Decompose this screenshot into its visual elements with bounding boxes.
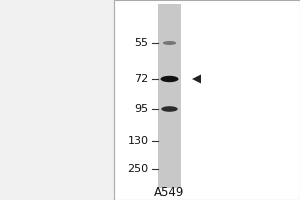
Text: A549: A549: [154, 186, 185, 199]
Text: 95: 95: [134, 104, 148, 114]
Text: 55: 55: [134, 38, 148, 48]
Ellipse shape: [163, 41, 176, 45]
Text: 250: 250: [128, 164, 148, 174]
Bar: [158, 4, 181, 188]
Text: 72: 72: [134, 74, 148, 84]
Text: 130: 130: [128, 136, 148, 146]
Polygon shape: [192, 75, 201, 84]
Bar: [114, 0, 300, 200]
Ellipse shape: [161, 106, 178, 112]
Ellipse shape: [160, 76, 178, 82]
